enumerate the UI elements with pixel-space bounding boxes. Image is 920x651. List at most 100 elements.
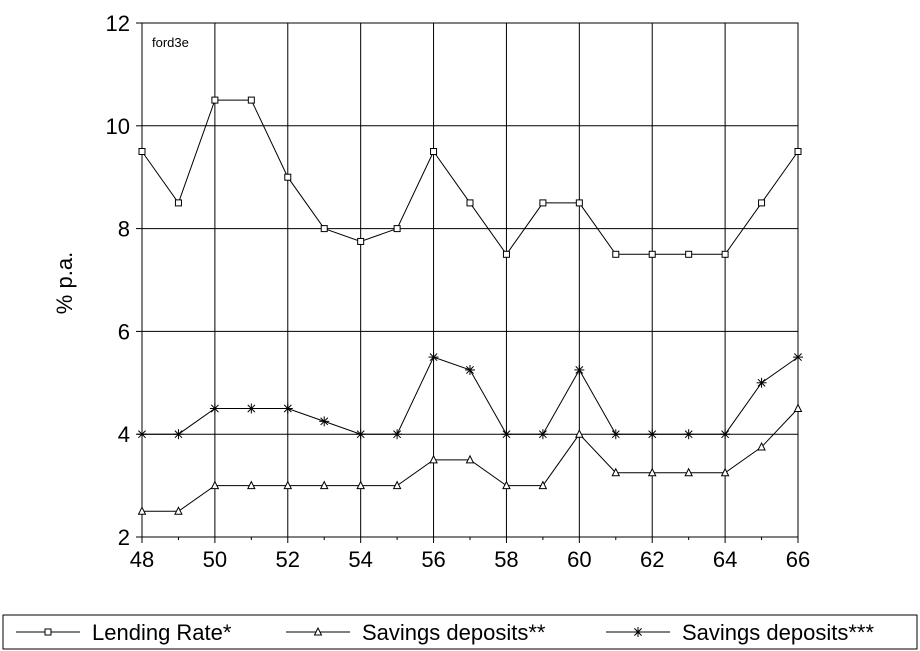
data-point-triangle — [757, 441, 766, 451]
data-point-triangle — [319, 480, 329, 490]
legend-marker-star — [633, 627, 643, 637]
data-point-triangle — [611, 467, 621, 477]
star-stroke — [757, 378, 766, 387]
data-point-triangle — [538, 480, 548, 490]
data-point-square — [794, 148, 802, 155]
data-point-star — [209, 403, 220, 414]
star-stroke — [684, 430, 693, 439]
data-point-triangle — [502, 480, 511, 490]
data-point-square — [758, 199, 766, 207]
star-stroke — [356, 430, 365, 439]
star-stroke — [721, 430, 730, 439]
chart-annotation: ford3e — [152, 35, 189, 50]
star-stroke — [794, 353, 802, 362]
series-lines — [141, 99, 799, 512]
data-point-star — [319, 416, 330, 427]
star-stroke — [611, 430, 620, 439]
data-point-star — [537, 429, 548, 440]
data-point-square — [247, 96, 255, 104]
data-point-triangle — [210, 480, 220, 490]
data-point-star — [793, 352, 803, 363]
data-point-square — [174, 199, 182, 207]
data-point-triangle — [247, 480, 256, 490]
x-tick-label: 50 — [203, 547, 227, 572]
legend-label: Savings deposits*** — [682, 620, 874, 645]
data-point-star — [355, 429, 366, 440]
data-point-square — [539, 199, 547, 207]
y-tick-label: 2 — [118, 525, 130, 550]
data-point-star — [282, 403, 293, 414]
data-point-square — [648, 250, 656, 258]
data-point-square — [430, 148, 438, 155]
star-stroke — [320, 417, 329, 426]
data-point-star — [173, 429, 184, 440]
star-stroke — [174, 430, 183, 439]
data-point-square — [393, 225, 401, 233]
x-tick-label: 56 — [421, 547, 445, 572]
data-point-square — [211, 96, 219, 104]
data-point-triangle — [174, 506, 183, 515]
data-point-triangle — [356, 480, 365, 490]
data-point-square — [575, 199, 583, 207]
y-tick-label: 8 — [118, 217, 130, 242]
data-point-square — [320, 225, 328, 233]
data-point-square — [721, 250, 729, 258]
data-point-triangle — [720, 467, 730, 477]
data-point-square — [138, 148, 146, 155]
data-point-triangle — [575, 429, 584, 438]
data-point-triangle — [684, 467, 693, 477]
y-tick-label: 12 — [106, 11, 130, 36]
data-point-star — [428, 352, 439, 363]
legend: Lending Rate* Savings deposits** Savings d… — [16, 620, 874, 645]
data-point-square — [685, 250, 693, 258]
x-tick-label: 66 — [786, 547, 810, 572]
star-stroke — [429, 353, 438, 362]
data-point-star — [137, 429, 147, 440]
legend-marker-square — [44, 628, 52, 636]
data-point-square — [502, 250, 510, 258]
data-point-star — [501, 429, 512, 440]
data-point-star — [392, 429, 403, 440]
data-point-star — [683, 429, 694, 440]
x-tick-label: 60 — [567, 547, 591, 572]
data-point-triangle — [392, 480, 402, 490]
y-tick-label: 4 — [118, 422, 130, 447]
legend-label: Savings deposits** — [362, 620, 546, 645]
x-tick-label: 64 — [713, 547, 737, 572]
star-stroke — [648, 430, 657, 439]
data-point-star — [465, 364, 475, 375]
data-point-triangle — [647, 467, 657, 477]
legend-marker-triangle — [313, 626, 323, 636]
data-point-triangle — [137, 506, 147, 515]
data-point-triangle — [283, 480, 293, 490]
y-axis-label: % p.a. — [52, 252, 77, 314]
legend-box — [2, 614, 918, 650]
star-stroke — [210, 404, 219, 413]
series-markers — [137, 96, 803, 515]
star-stroke — [575, 365, 584, 374]
x-tick-label: 48 — [130, 547, 154, 572]
y-tick-label: 10 — [106, 114, 130, 139]
x-tick-label: 62 — [640, 547, 664, 572]
data-point-star — [574, 364, 585, 375]
axis-ticks: 48 50 52 54 56 58 60 62 64 66 2 4 6 8 10 12 — [106, 11, 811, 572]
grid-lines — [142, 23, 798, 537]
star-stroke — [247, 404, 256, 413]
series-line-1 — [141, 99, 799, 256]
data-point-square — [612, 250, 620, 258]
data-point-square — [284, 173, 292, 181]
data-point-square — [357, 237, 365, 245]
star-stroke — [138, 430, 146, 439]
data-point-star — [246, 403, 257, 414]
star-stroke — [466, 365, 474, 374]
data-point-square — [466, 199, 474, 207]
data-point-star — [647, 429, 658, 440]
y-tick-label: 6 — [118, 319, 130, 344]
x-tick-label: 52 — [276, 547, 300, 572]
x-tick-label: 58 — [494, 547, 518, 572]
star-stroke — [502, 430, 511, 439]
data-point-triangle — [465, 454, 475, 464]
data-point-triangle — [429, 454, 438, 464]
legend-label: Lending Rate* — [92, 620, 232, 645]
star-stroke — [283, 404, 292, 413]
